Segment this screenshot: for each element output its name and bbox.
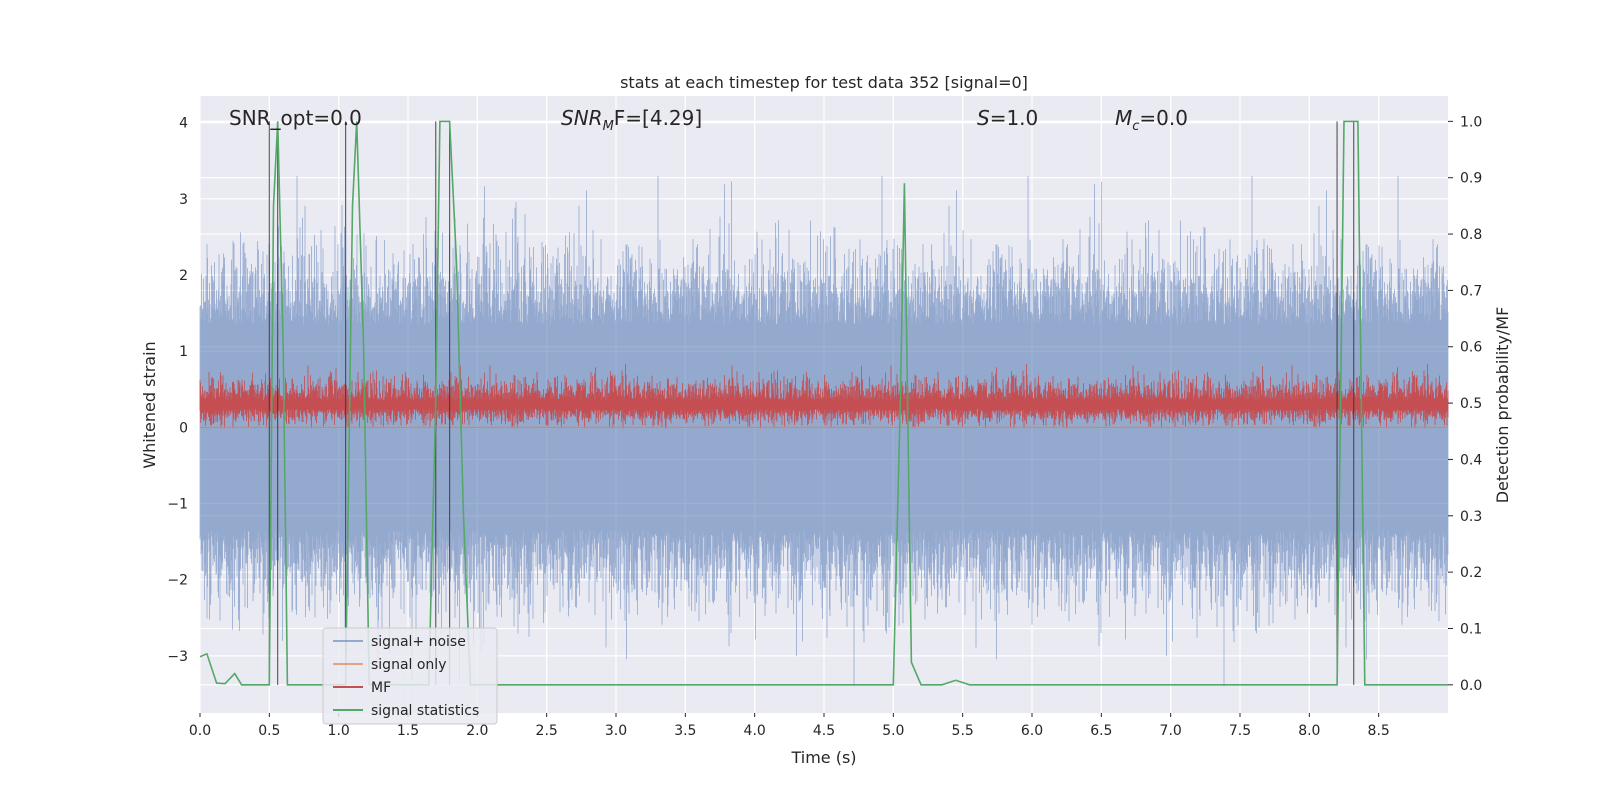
y-right-tick-label-5: 0.5 — [1460, 396, 1482, 412]
x-tick-label-11: 5.5 — [952, 723, 974, 739]
y-right-tick-label-2: 0.2 — [1460, 565, 1482, 581]
x-tick-label-14: 7.0 — [1160, 723, 1182, 739]
y-right-tick-label-10: 1.0 — [1460, 114, 1482, 130]
y-left-tick-label-6: 3 — [179, 192, 188, 208]
mc-sub: c — [1132, 119, 1139, 134]
s-main: S — [977, 106, 990, 130]
y-left-tick-label-5: 2 — [179, 268, 188, 284]
mf-series — [199, 363, 1449, 429]
y-left-tick-label-3: 0 — [179, 420, 188, 436]
y-left-tick-label-1: −2 — [167, 573, 188, 589]
x-tick-label-5: 2.5 — [536, 723, 558, 739]
legend-box — [322, 627, 498, 725]
x-tick-label-8: 4.0 — [744, 723, 766, 739]
y-left-tick-label-7: 4 — [179, 116, 188, 132]
y-axis-right-ticks: 0.0 0.1 0.2 0.3 0.4 0.5 0.6 0.7 0.8 0.9 1.0 — [1448, 114, 1482, 694]
y-right-tick-label-6: 0.6 — [1460, 340, 1482, 356]
legend-label-stats: signal statistics — [371, 703, 479, 719]
y-right-tick-label-7: 0.7 — [1460, 283, 1482, 299]
mc-annotation: Mc=0.0 — [1115, 106, 1188, 134]
x-tick-label-10: 5.0 — [882, 723, 904, 739]
y-right-tick-label-9: 0.9 — [1460, 171, 1482, 187]
x-tick-label-0: 0.0 — [189, 723, 211, 739]
legend-label-mf: MF — [371, 680, 391, 696]
y-left-tick-label-0: −3 — [167, 649, 188, 665]
x-axis-label: Time (s) — [790, 748, 856, 767]
y-axis-right-label: Detection probability/MF — [1493, 307, 1512, 504]
x-tick-label-2: 1.0 — [328, 723, 350, 739]
x-tick-label-3: 1.5 — [397, 723, 419, 739]
y-right-tick-label-4: 0.4 — [1460, 452, 1482, 468]
y-axis-left-label: Whitened strain — [140, 341, 159, 468]
snr-mf-annotation: SNRMF=[4.29] — [561, 106, 702, 134]
s-annotation: S=1.0 — [977, 106, 1038, 130]
x-tick-label-12: 6.0 — [1021, 723, 1043, 739]
snr-mf-main: SNR — [561, 106, 603, 130]
x-tick-label-15: 7.5 — [1229, 723, 1251, 739]
y-left-tick-label-2: −1 — [167, 497, 188, 513]
x-tick-label-1: 0.5 — [258, 723, 280, 739]
legend-label-noise: signal+ noise — [371, 634, 466, 650]
x-axis-ticks: 0.0 0.5 1.0 1.5 2.0 2.5 3.0 3.5 4.0 4.5 5.0 5.5 6.0 6… — [189, 713, 1390, 739]
y-right-tick-label-1: 0.1 — [1460, 621, 1482, 637]
x-tick-label-13: 6.5 — [1090, 723, 1112, 739]
x-tick-label-17: 8.5 — [1368, 723, 1390, 739]
x-tick-label-7: 3.5 — [674, 723, 696, 739]
snr-mf-rest: F=[4.29] — [614, 106, 702, 130]
snr-mf-sub: M — [603, 119, 614, 134]
y-right-tick-label-0: 0.0 — [1460, 678, 1482, 694]
snr-opt-annotation: SNR_opt=0.0 — [229, 106, 362, 130]
chart-title: stats at each timestep for test data 352… — [620, 73, 1028, 92]
legend: signal+ noise signal only MF signal stat… — [322, 627, 498, 725]
s-rest: =1.0 — [990, 106, 1039, 130]
mc-main: M — [1115, 106, 1132, 130]
x-tick-label-4: 2.0 — [466, 723, 488, 739]
x-tick-label-9: 4.5 — [813, 723, 835, 739]
x-tick-label-6: 3.0 — [605, 723, 627, 739]
mf-trace — [199, 363, 1449, 429]
signal-statistics-series — [199, 120, 1448, 686]
x-tick-label-16: 8.0 — [1298, 723, 1320, 739]
y-right-tick-label-8: 0.8 — [1460, 227, 1482, 243]
legend-label-signal-only: signal only — [371, 657, 446, 673]
y-axis-left-ticks: −3 −2 −1 0 1 2 3 4 — [167, 116, 188, 665]
mc-rest: =0.0 — [1139, 106, 1188, 130]
y-right-tick-label-3: 0.3 — [1460, 509, 1482, 525]
y-left-tick-label-4: 1 — [179, 344, 188, 360]
